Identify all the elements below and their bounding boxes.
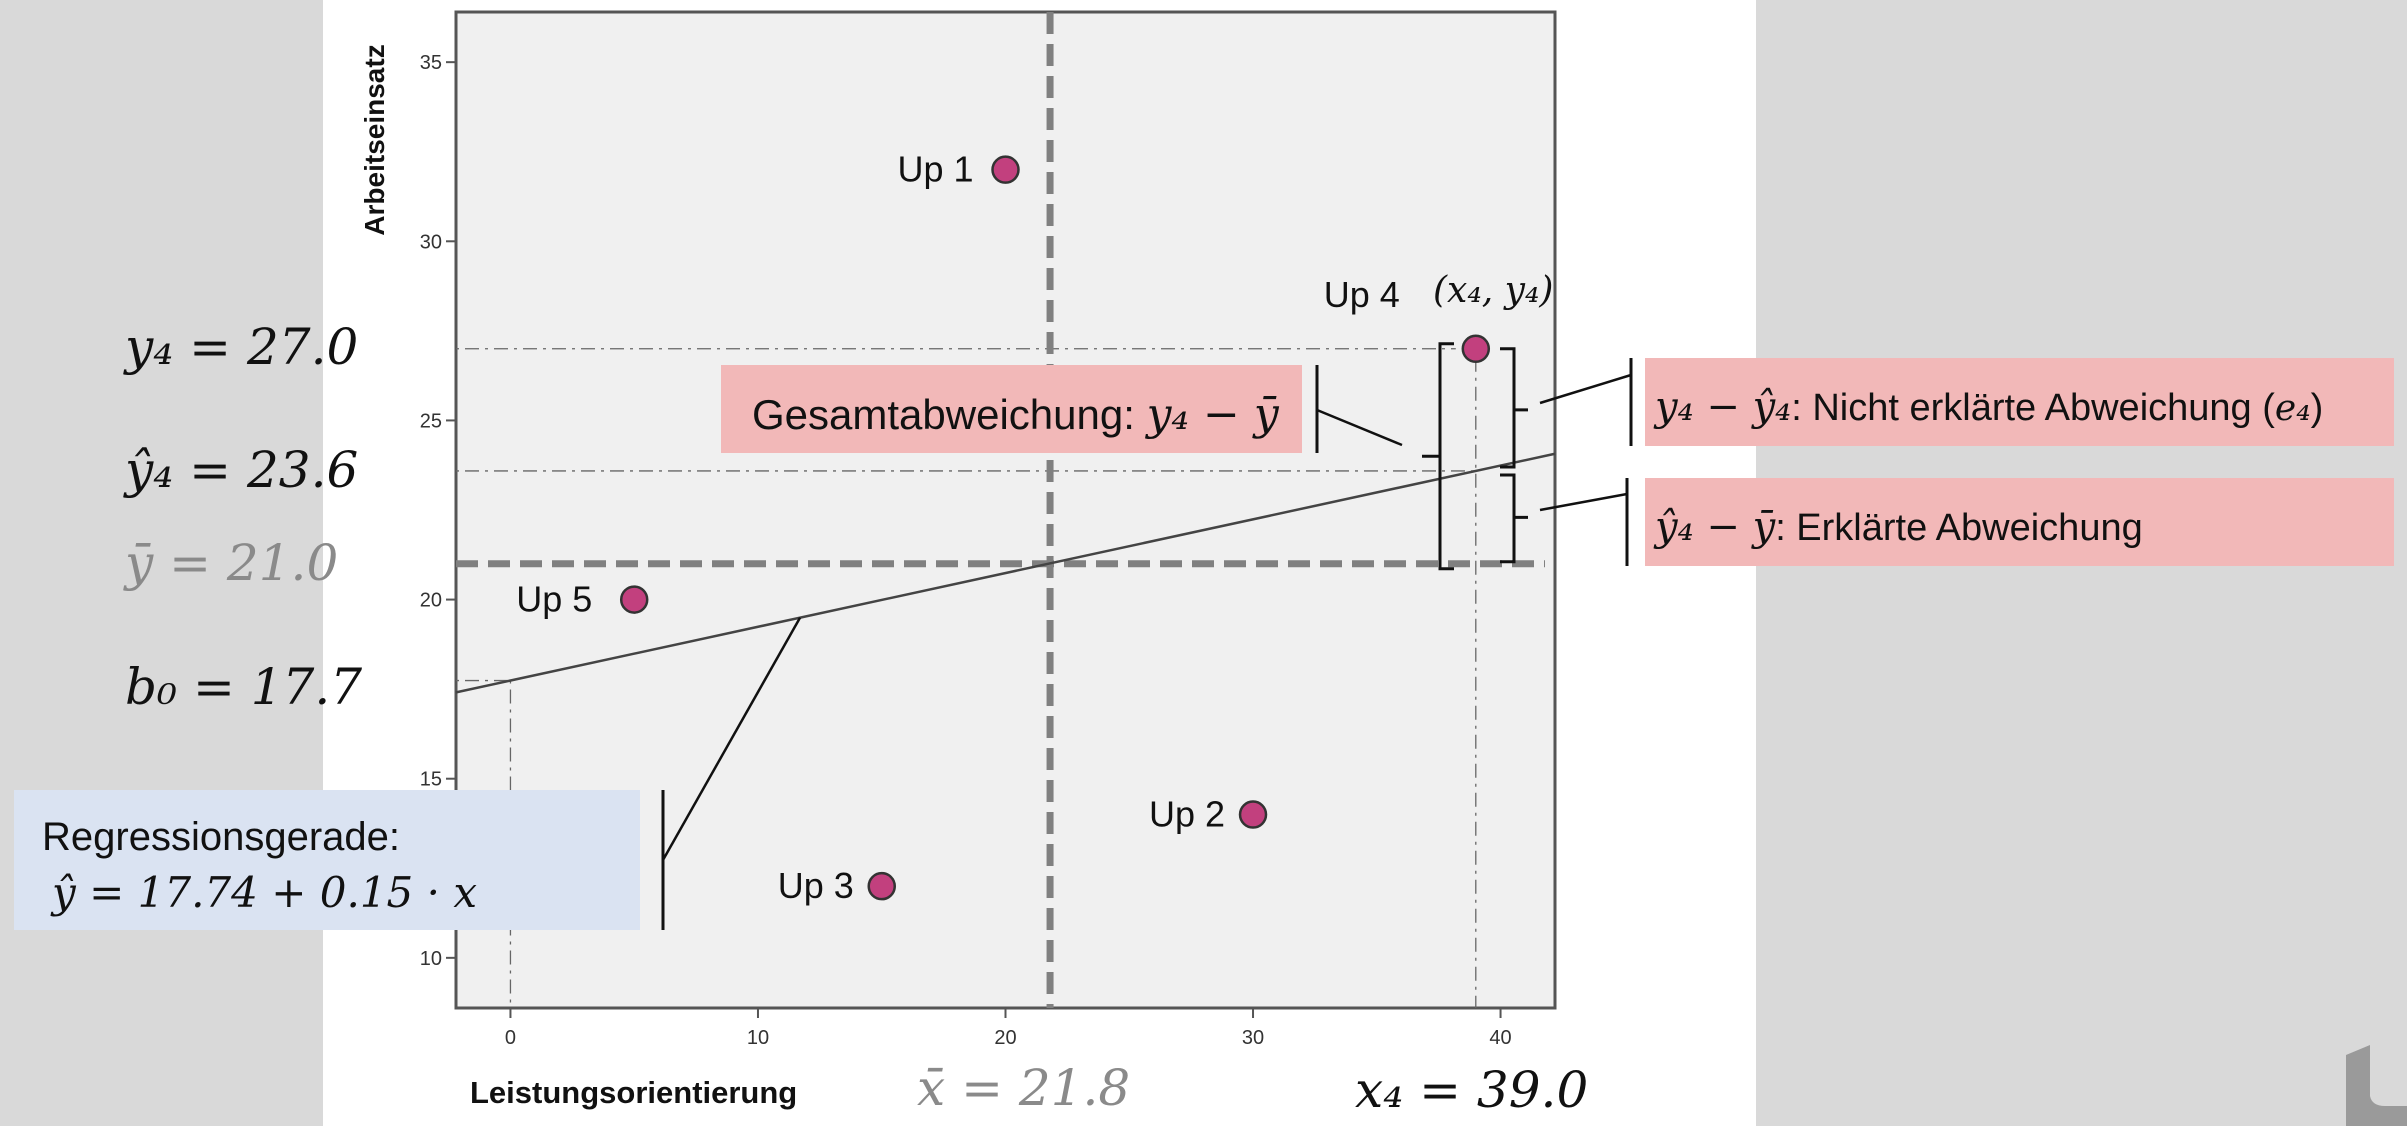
explained-callout	[1539, 492, 1628, 512]
b0-value: b₀ = 17.7	[125, 658, 362, 716]
regression-formula: ŷ = 17.74 + 0.15 · x	[50, 868, 477, 917]
unexplained-callout	[1539, 373, 1632, 405]
unexplained-deviation-brace	[1500, 347, 1528, 469]
y-tick-label: 35	[420, 52, 442, 74]
y-axis-label: Arbeitseinsatz	[359, 44, 390, 235]
data-point	[1461, 334, 1491, 364]
explained-text: : Erklärte Abweichung	[1775, 507, 2143, 549]
regression-callout-line	[661, 617, 802, 861]
total-deviation-box	[721, 365, 1302, 453]
data-points: Up 1 Up 2 Up 3 Up 4 Up 5	[516, 149, 1491, 906]
unexplained-text: : Nicht erklärte Abweichung (	[1791, 387, 2275, 429]
logo-mark	[2346, 1045, 2407, 1126]
y-tick-label: 20	[420, 590, 442, 612]
x-tick-label: 20	[994, 1027, 1016, 1049]
data-point	[619, 585, 649, 614]
explained-math: ŷ₄ − ȳ	[1653, 504, 1777, 550]
data-point	[867, 871, 896, 901]
y4-value: y₄ = 27.0	[123, 318, 358, 376]
unexplained-deviation-box	[1645, 358, 2394, 446]
point-label: Up 2	[1149, 794, 1225, 835]
total-deviation-callout	[1316, 408, 1403, 447]
axis-ticks: 0 10 20 30 40 10 15 20 25 30 35	[420, 52, 1512, 1049]
regression-line	[455, 452, 1556, 694]
unexplained-e4: e₄	[2275, 388, 2311, 429]
total-deviation-math: y₄ − ȳ	[1145, 389, 1280, 440]
y-tick-label: 30	[420, 231, 442, 253]
explained-deviation-box	[1645, 478, 2394, 566]
total-deviation-label: Gesamtabweichung: y₄ − ȳ	[752, 389, 1280, 440]
total-deviation-brace	[1422, 342, 1454, 571]
x-tick-label: 0	[505, 1027, 516, 1049]
x-tick-label: 30	[1242, 1027, 1264, 1049]
ybar-value: ȳ = 21.0	[123, 534, 338, 592]
explained-deviation-label: ŷ₄ − ȳ: Erklärte Abweichung	[1653, 504, 2143, 550]
y4hat-value: ŷ₄ = 23.6	[123, 441, 358, 499]
point-label: Up 4	[1324, 274, 1400, 315]
regression-title: Regressionsgerade:	[42, 815, 400, 859]
xbar-value: x̄ = 21.8	[917, 1059, 1130, 1117]
y-tick-label: 15	[420, 769, 442, 791]
x4-value: x₄ = 39.0	[1355, 1061, 1588, 1119]
point-label: Up 5	[516, 579, 592, 620]
point-label: Up 1	[898, 149, 974, 190]
y-tick-label: 25	[420, 410, 442, 432]
x-tick-label: 10	[747, 1027, 769, 1049]
x-axis-label: Leistungsorientierung	[470, 1075, 797, 1110]
guide-lines	[455, 12, 1556, 1008]
explained-deviation-brace	[1500, 473, 1528, 564]
x-tick-label: 40	[1489, 1027, 1511, 1049]
total-deviation-text: Gesamtabweichung:	[752, 391, 1147, 438]
data-point	[991, 155, 1020, 184]
unexplained-math: y₄ − ŷ₄	[1653, 384, 1791, 430]
data-point	[1238, 800, 1268, 829]
unexplained-close: )	[2311, 387, 2324, 429]
regression-box	[14, 790, 640, 930]
unexplained-deviation-label: y₄ − ŷ₄: Nicht erklärte Abweichung (e₄)	[1653, 384, 2323, 430]
point-label: Up 3	[778, 865, 854, 906]
y-tick-label: 10	[420, 948, 442, 970]
point4-coords: (x₄, y₄)	[1433, 270, 1553, 311]
